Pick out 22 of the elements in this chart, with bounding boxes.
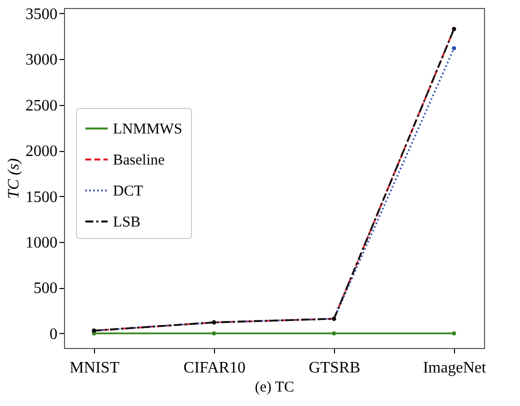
legend-label: Baseline [113,152,165,168]
y-tick-label: 3000 [26,52,58,69]
point [332,331,336,336]
x-tick-label: MNIST [70,360,120,376]
y-axis-title: TC (s) [6,158,22,199]
y-tick-label: 0 [50,326,58,343]
x-tick-label: CIFAR10 [184,360,246,376]
point [452,46,456,50]
y-tick-label: 2500 [26,97,58,114]
y-tick-label: 1500 [26,188,58,206]
point [212,331,216,336]
y-tick-label: 1000 [26,234,58,252]
y-tick-label: 3500 [26,6,58,23]
x-axis-title: (e) TC [254,380,294,396]
legend-label: LNMMWS [113,122,182,138]
x-tick-label: ImageNet [422,360,487,376]
point [452,331,456,336]
legend-label: LSB [113,214,141,230]
x-tick-label: GTSRB [308,360,360,376]
y-tick-label: 2000 [26,143,58,160]
legend-label: DCT [113,184,143,200]
y-tick-label: 500 [34,280,58,298]
